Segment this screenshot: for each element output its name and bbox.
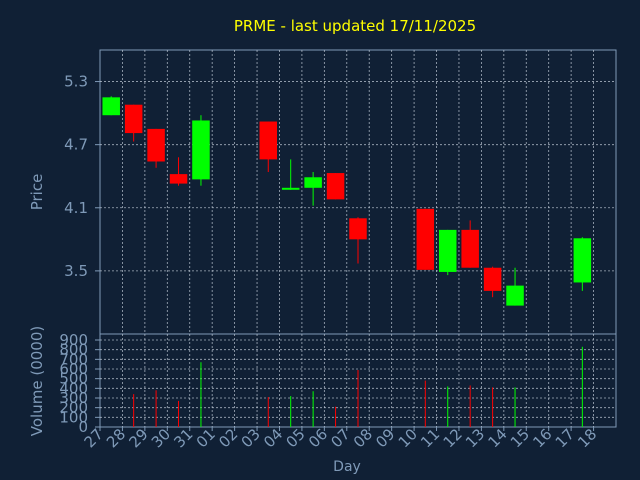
volume-y-tick-label: 800 bbox=[59, 341, 88, 359]
price-axis-label: Price bbox=[28, 174, 46, 211]
candle-body bbox=[573, 238, 592, 283]
candle-body bbox=[326, 173, 345, 200]
chart-title: PRME - last updated 17/11/2025 bbox=[234, 17, 476, 35]
candle-body bbox=[124, 104, 143, 134]
candle-body bbox=[281, 187, 300, 190]
candle-body bbox=[461, 229, 479, 268]
volume-y-tick-label: 600 bbox=[59, 360, 88, 378]
volume-y-tick-label: 100 bbox=[59, 408, 88, 426]
candle-body bbox=[438, 229, 457, 272]
price-y-tick-label: 5.3 bbox=[64, 73, 88, 91]
candle-body bbox=[259, 121, 278, 160]
volume-y-tick-label: 0 bbox=[78, 418, 88, 436]
candle-body bbox=[169, 174, 188, 184]
candle-body bbox=[192, 120, 210, 180]
x-axis-label: Day bbox=[333, 459, 361, 475]
volume-y-tick-label: 900 bbox=[59, 331, 88, 349]
volume-y-tick-label: 300 bbox=[59, 389, 88, 407]
candle-body bbox=[416, 208, 435, 270]
volume-y-tick-label: 400 bbox=[59, 379, 88, 397]
volume-y-tick-label: 700 bbox=[59, 350, 88, 368]
volume-y-tick-label: 200 bbox=[59, 399, 88, 417]
candle-body bbox=[102, 97, 120, 116]
price-y-tick-label: 4.7 bbox=[64, 136, 88, 154]
price-panel: 3.5 4.1 4.7 5.3 bbox=[64, 49, 617, 335]
candle-body bbox=[483, 267, 502, 291]
price-y-tick-label: 3.5 bbox=[64, 262, 88, 280]
candle-body bbox=[349, 218, 367, 240]
volume-y-tick-label: 500 bbox=[59, 370, 88, 388]
price-y-tick-label: 4.1 bbox=[64, 199, 88, 217]
volume-axis-label: Volume (0000) bbox=[28, 326, 46, 436]
candle-body bbox=[304, 177, 322, 188]
candle-body bbox=[506, 285, 524, 306]
candle-body bbox=[147, 128, 165, 162]
